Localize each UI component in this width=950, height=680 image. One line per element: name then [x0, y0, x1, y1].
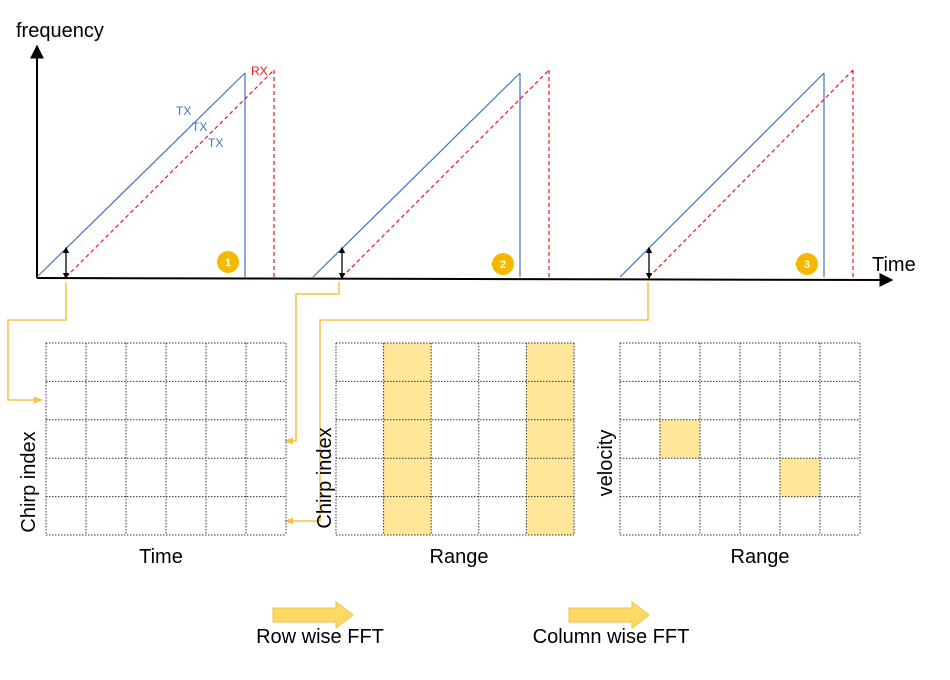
chirp-ramps: 1 2 3: [36, 69, 854, 280]
grid-3-y-label: velocity: [595, 430, 617, 497]
matrix-raw: [45, 342, 287, 536]
chirp-2: 2: [312, 69, 550, 280]
step-column-fft: Column wise FFT: [533, 600, 690, 648]
highlighted-target-cell: [660, 419, 700, 459]
connector-chirp-1: [7, 282, 67, 404]
rx-label: RX: [251, 64, 268, 78]
grid-2-y-label: Chirp index: [314, 427, 336, 528]
matrices: [45, 342, 861, 536]
x-axis-label: Time: [872, 254, 916, 276]
matrix-range: [335, 342, 575, 536]
x-axis: [36, 272, 894, 287]
chirp-3: 3: [619, 69, 854, 280]
grid-1-y-label: Chirp index: [18, 431, 40, 532]
chirp-1: 1: [36, 69, 275, 280]
grid-3-x-label: Range: [731, 546, 790, 568]
matrix-range-doppler: [619, 342, 861, 536]
step-arrow-1: [272, 600, 354, 630]
chirp-marker-number: 1: [225, 257, 231, 269]
step-label-1: Row wise FFT: [256, 626, 384, 648]
connector-chirp-3: [284, 282, 649, 525]
chirp-marker-number: 3: [804, 259, 810, 271]
rx-ramp: [648, 69, 854, 278]
top-chart: frequency Time 1 2 3 TX TX TX RX: [16, 20, 916, 287]
y-axis-label: frequency: [16, 20, 104, 42]
tx-ramp: [619, 72, 825, 278]
step-label-2: Column wise FFT: [533, 626, 690, 648]
rx-ramp: [341, 69, 550, 278]
rx-ramp: [65, 69, 275, 278]
tx-ramp: [36, 72, 246, 278]
highlighted-target-cell: [780, 458, 820, 497]
grid-2-x-label: Range: [430, 546, 489, 568]
chirp-marker-1: [217, 251, 239, 273]
tx-label-2: TX: [192, 120, 207, 134]
chirp-marker-2: [492, 253, 514, 275]
step-row-fft: Row wise FFT: [256, 600, 384, 648]
connector-chirp-2: [284, 282, 340, 445]
tx-label-1: TX: [176, 104, 191, 118]
chirp-marker-number: 2: [500, 259, 506, 271]
tx-label-3: TX: [208, 136, 223, 150]
highlighted-range-bin: [383, 343, 432, 535]
chirp-marker-3: [796, 253, 818, 275]
grid-1-x-label: Time: [139, 546, 183, 568]
connectors: [7, 282, 649, 525]
highlighted-range-bin: [526, 343, 574, 535]
tx-ramp: [312, 72, 521, 278]
step-arrow-2: [568, 600, 650, 630]
